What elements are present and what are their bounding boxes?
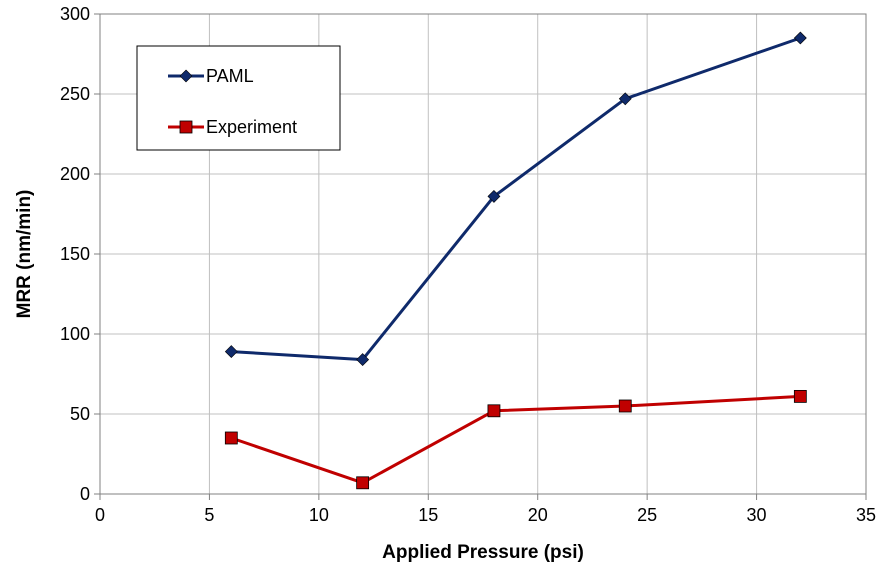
series-paml <box>224 31 807 367</box>
data-point <box>618 399 632 413</box>
legend-item: PAML <box>168 66 254 86</box>
x-tick-label: 20 <box>528 505 548 525</box>
x-tick-label: 0 <box>95 505 105 525</box>
x-tick-label: 30 <box>747 505 767 525</box>
data-point <box>793 389 807 403</box>
data-point <box>487 189 501 203</box>
legend-item: Experiment <box>168 117 297 137</box>
y-tick-label: 0 <box>80 484 90 504</box>
y-tick-label: 250 <box>60 84 90 104</box>
x-tick-label: 25 <box>637 505 657 525</box>
x-axis-title: Applied Pressure (psi) <box>382 542 584 563</box>
data-point <box>356 476 370 490</box>
y-axis-title: MRR (nm/min) <box>14 190 35 319</box>
x-tick-label: 15 <box>418 505 438 525</box>
legend-label: Experiment <box>206 117 297 137</box>
data-point <box>487 404 501 418</box>
y-axis-ticks: 0 50 100 150 200 250 300 <box>60 4 100 504</box>
legend-label: PAML <box>206 66 254 86</box>
x-tick-label: 10 <box>309 505 329 525</box>
data-point <box>356 353 370 367</box>
legend: PAML Experiment <box>136 45 341 151</box>
legend-marker <box>179 120 193 134</box>
y-tick-label: 300 <box>60 4 90 24</box>
data-point <box>793 31 807 45</box>
x-axis-ticks: 0 5 10 15 20 25 30 35 <box>95 494 876 525</box>
y-tick-label: 200 <box>60 164 90 184</box>
x-tick-label: 5 <box>204 505 214 525</box>
legend-marker <box>179 69 193 83</box>
legend-box <box>136 45 341 151</box>
data-point <box>224 431 238 445</box>
series-experiment <box>224 389 807 490</box>
x-tick-label: 35 <box>856 505 876 525</box>
y-tick-label: 150 <box>60 244 90 264</box>
data-point <box>224 345 238 359</box>
data-point <box>618 92 632 106</box>
y-tick-label: 50 <box>70 404 90 424</box>
y-tick-label: 100 <box>60 324 90 344</box>
series-layer <box>224 31 807 490</box>
